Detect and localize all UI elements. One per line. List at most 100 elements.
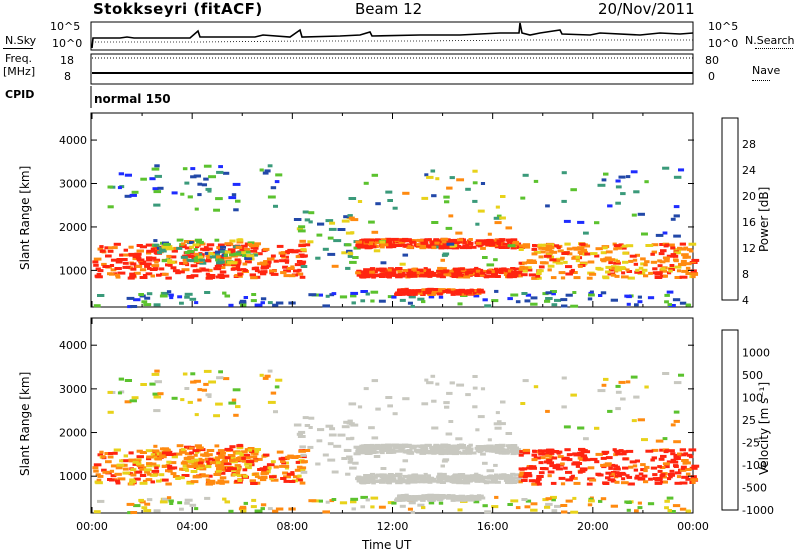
data-cell bbox=[269, 271, 275, 275]
data-cell bbox=[561, 171, 567, 175]
data-cell bbox=[254, 448, 262, 451]
data-cell bbox=[384, 273, 391, 277]
data-cell bbox=[679, 481, 688, 485]
data-cell bbox=[379, 275, 386, 278]
data-cell bbox=[244, 257, 253, 260]
data-cell bbox=[600, 456, 607, 460]
data-cell bbox=[243, 296, 249, 299]
data-cell bbox=[300, 254, 307, 258]
data-cell bbox=[493, 216, 502, 220]
data-cell bbox=[296, 260, 303, 263]
data-cell bbox=[242, 269, 248, 272]
data-cell bbox=[457, 446, 464, 449]
data-cell bbox=[426, 270, 434, 274]
data-cell bbox=[308, 426, 313, 429]
data-cell bbox=[673, 465, 679, 468]
power-colorbar-tick-label: 20 bbox=[742, 190, 756, 203]
data-cell bbox=[433, 443, 440, 447]
data-cell bbox=[399, 238, 404, 242]
data-cell bbox=[513, 244, 520, 248]
data-cell bbox=[570, 393, 577, 397]
data-cell bbox=[552, 244, 560, 248]
data-cell bbox=[535, 480, 541, 484]
data-cell bbox=[658, 457, 665, 461]
data-cell bbox=[580, 456, 588, 460]
data-cell bbox=[112, 478, 118, 482]
data-cell bbox=[146, 258, 153, 262]
data-cell bbox=[208, 268, 213, 272]
data-cell bbox=[204, 259, 212, 263]
data-cell bbox=[387, 448, 393, 452]
data-cell bbox=[678, 168, 685, 172]
data-cell bbox=[452, 444, 458, 448]
data-cell bbox=[453, 496, 460, 500]
data-cell bbox=[460, 269, 467, 273]
data-cell bbox=[217, 466, 225, 470]
data-cell bbox=[234, 274, 241, 277]
x-tick-label: 16:00 bbox=[477, 520, 509, 533]
data-cell bbox=[549, 246, 555, 250]
data-cell bbox=[624, 294, 632, 298]
data-cell bbox=[518, 274, 523, 278]
data-cell bbox=[643, 274, 649, 278]
data-cell bbox=[406, 245, 411, 249]
data-cell bbox=[204, 465, 212, 469]
data-cell bbox=[165, 453, 174, 456]
data-cell bbox=[130, 473, 137, 477]
data-cell bbox=[416, 269, 424, 273]
data-cell bbox=[578, 470, 583, 474]
data-cell bbox=[495, 480, 501, 484]
data-cell bbox=[273, 204, 279, 208]
data-cell bbox=[269, 477, 275, 481]
data-cell bbox=[602, 452, 608, 455]
data-cell bbox=[214, 444, 220, 448]
data-cell bbox=[128, 458, 136, 462]
data-cell bbox=[457, 238, 464, 242]
data-cell bbox=[570, 304, 579, 308]
data-cell bbox=[531, 252, 538, 256]
data-cell bbox=[257, 476, 262, 480]
data-cell bbox=[272, 509, 279, 513]
data-cell bbox=[267, 466, 272, 470]
data-cell bbox=[168, 255, 177, 259]
data-cell bbox=[428, 501, 435, 505]
data-cell bbox=[634, 476, 643, 480]
data-cell bbox=[193, 464, 199, 468]
data-cell bbox=[300, 265, 308, 268]
data-cell bbox=[189, 451, 195, 455]
data-cell bbox=[420, 272, 429, 275]
data-cell bbox=[186, 464, 195, 468]
data-cell bbox=[487, 476, 492, 480]
data-cell bbox=[519, 450, 525, 454]
data-cell bbox=[406, 480, 413, 484]
data-cell bbox=[203, 451, 209, 455]
data-cell bbox=[179, 467, 184, 471]
data-cell bbox=[594, 426, 600, 430]
data-cell bbox=[451, 480, 459, 484]
data-cell bbox=[674, 457, 681, 460]
data-cell bbox=[123, 248, 129, 252]
data-cell bbox=[638, 472, 644, 476]
data-cell bbox=[214, 456, 221, 460]
data-cell bbox=[180, 461, 188, 465]
data-cell bbox=[229, 445, 236, 449]
data-cell bbox=[267, 260, 272, 264]
data-cell bbox=[180, 448, 186, 452]
data-cell bbox=[189, 297, 197, 301]
data-cell bbox=[553, 464, 561, 468]
data-cell bbox=[479, 475, 488, 479]
data-cell bbox=[580, 262, 588, 266]
data-cell bbox=[190, 167, 196, 171]
data-cell bbox=[317, 222, 325, 226]
data-cell bbox=[299, 275, 306, 279]
data-cell bbox=[450, 273, 456, 276]
data-cell bbox=[141, 506, 148, 510]
data-cell bbox=[299, 481, 306, 485]
data-cell bbox=[264, 169, 271, 173]
data-cell bbox=[500, 400, 506, 404]
data-cell bbox=[522, 451, 531, 455]
data-cell bbox=[518, 261, 524, 265]
data-cell bbox=[440, 237, 449, 241]
data-cell bbox=[553, 259, 561, 263]
data-cell bbox=[365, 274, 372, 278]
